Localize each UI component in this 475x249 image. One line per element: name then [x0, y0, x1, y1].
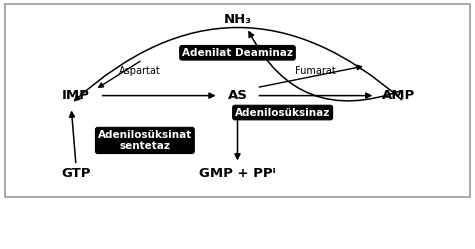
Text: Adenilosüksinaz: Adenilosüksinaz [235, 108, 330, 118]
Text: Adenilosüksinat
sentetaz: Adenilosüksinat sentetaz [98, 130, 192, 151]
Text: GMP + PPᴵ: GMP + PPᴵ [199, 167, 276, 180]
Text: AS: AS [228, 89, 247, 102]
Text: Fumarat: Fumarat [295, 66, 336, 76]
Text: AMP: AMP [382, 89, 416, 102]
Text: Adenilat Deaminaz: Adenilat Deaminaz [182, 48, 293, 58]
Text: IMP: IMP [62, 89, 90, 102]
Text: NH₃: NH₃ [224, 13, 251, 26]
Text: Pürin nükleotid döngüsü. AS= adenilosüksinat: Pürin nükleotid döngüsü. AS= adenilosüks… [95, 219, 380, 229]
Text: Aspartat: Aspartat [119, 66, 161, 76]
Text: GTP: GTP [61, 167, 91, 180]
